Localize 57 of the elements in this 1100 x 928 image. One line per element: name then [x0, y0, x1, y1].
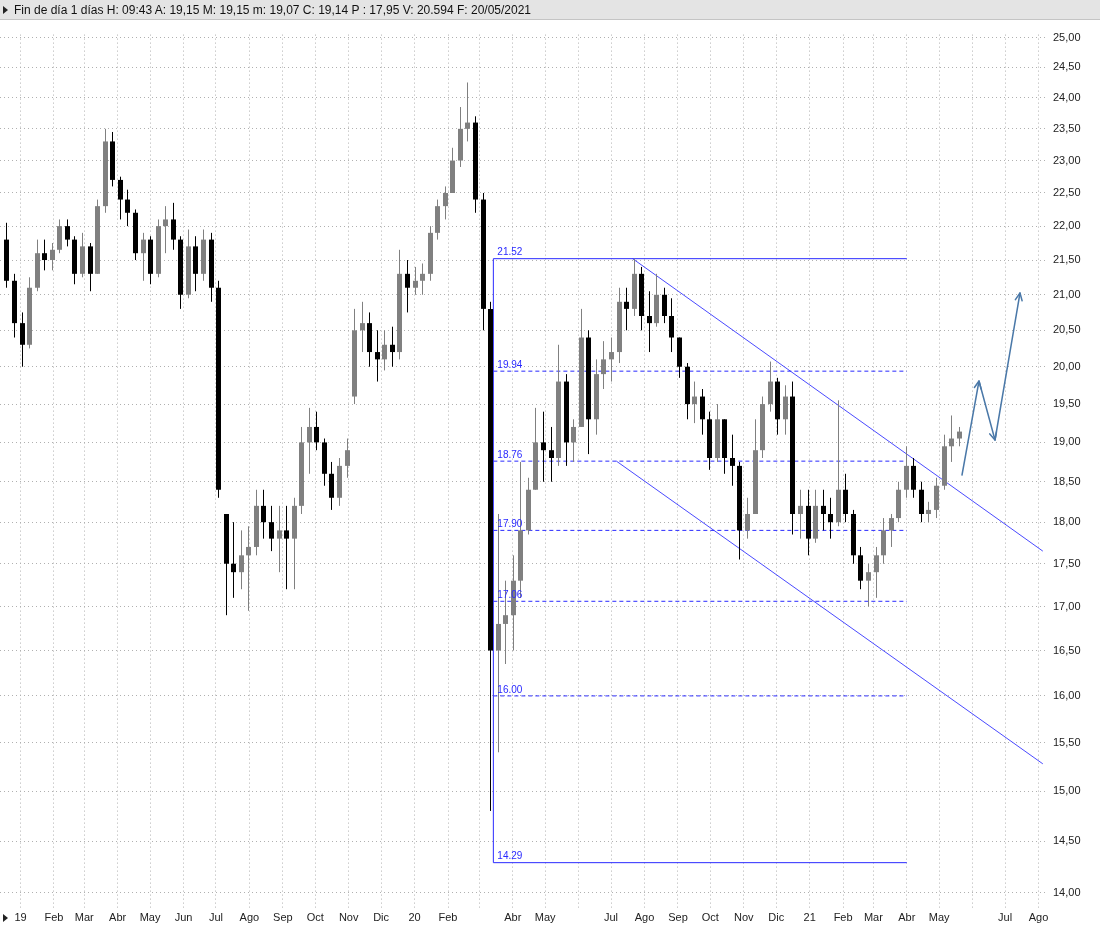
- x-tick-label: Jul: [208, 911, 223, 924]
- x-tick-label: 20: [408, 911, 421, 924]
- y-tick-label: 14,00: [1053, 885, 1081, 898]
- x-tick-label: Jul: [998, 911, 1013, 924]
- x-tick-label: Mar: [863, 911, 884, 924]
- x-tick-label: Abr: [898, 911, 916, 924]
- y-tick-label: 23,50: [1053, 121, 1081, 134]
- y-tick-label: 16,00: [1053, 688, 1081, 701]
- y-tick-label: 18,50: [1053, 474, 1081, 487]
- x-tick-label: Jul: [603, 911, 619, 924]
- x-tick-label: Jun: [174, 911, 193, 924]
- y-tick-label: 15,00: [1053, 784, 1081, 797]
- x-tick-label: Sep: [273, 911, 293, 924]
- x-tick-label: Nov: [338, 911, 359, 924]
- y-tick-label: 24,00: [1053, 90, 1081, 103]
- y-tick-label: 19,00: [1053, 435, 1081, 448]
- x-tick-label: Ago: [239, 911, 260, 924]
- x-tick-label: Ago: [1028, 911, 1049, 924]
- y-tick-label: 21,50: [1053, 253, 1081, 266]
- x-tick-label: Dic: [373, 911, 390, 924]
- y-tick-label: 14,50: [1053, 834, 1081, 847]
- x-tick-label: Feb: [44, 911, 64, 924]
- y-tick-label: 23,00: [1053, 153, 1081, 166]
- x-tick-label: Feb: [438, 911, 458, 924]
- data-label: 19.94: [497, 358, 523, 370]
- y-tick-label: 22,00: [1053, 219, 1081, 232]
- x-tick-label: 21: [803, 911, 816, 924]
- y-tick-label: 21,00: [1053, 287, 1081, 300]
- x-tick-label: Abr: [504, 911, 522, 924]
- data-label: 14.29: [497, 850, 523, 862]
- data-label: 21.52: [497, 246, 523, 258]
- y-tick-label: 20,50: [1053, 323, 1081, 336]
- y-tick-label: 15,50: [1053, 735, 1081, 748]
- x-tick-label: May: [534, 911, 557, 924]
- x-tick-label: Oct: [701, 911, 719, 924]
- x-tick-label: Ago: [634, 911, 655, 924]
- x-tick-label: May: [139, 911, 161, 924]
- x-tick-label: Oct: [306, 911, 324, 924]
- x-tick-label: Abr: [109, 911, 127, 924]
- x-tick-label: Sep: [668, 911, 688, 924]
- chart-title: Fin de día 1 días H: 09:43 A: 19,15 M: 19,15 m: 19,07 C: 19,14 P : 17,95 V: 20.594 F: 20/05/2021: [14, 3, 532, 17]
- y-tick-label: 20,00: [1053, 359, 1081, 372]
- x-tick-label: Mar: [74, 911, 95, 924]
- x-tick-label: Dic: [768, 911, 785, 924]
- data-label: 18.76: [497, 448, 523, 460]
- y-tick-label: 25,00: [1053, 30, 1081, 43]
- y-tick-label: 24,50: [1053, 60, 1081, 73]
- x-tick-label: May: [928, 911, 951, 924]
- y-tick-label: 17,00: [1053, 599, 1081, 612]
- y-tick-label: 17,50: [1053, 556, 1081, 569]
- y-tick-label: 22,50: [1053, 186, 1081, 199]
- y-tick-label: 16,50: [1053, 643, 1081, 656]
- x-tick-label: Nov: [734, 911, 755, 924]
- x-tick-label: Feb: [833, 911, 853, 924]
- y-tick-label: 18,00: [1053, 515, 1081, 528]
- y-tick-label: 19,50: [1053, 397, 1081, 410]
- x-tick-label: 19: [14, 911, 27, 924]
